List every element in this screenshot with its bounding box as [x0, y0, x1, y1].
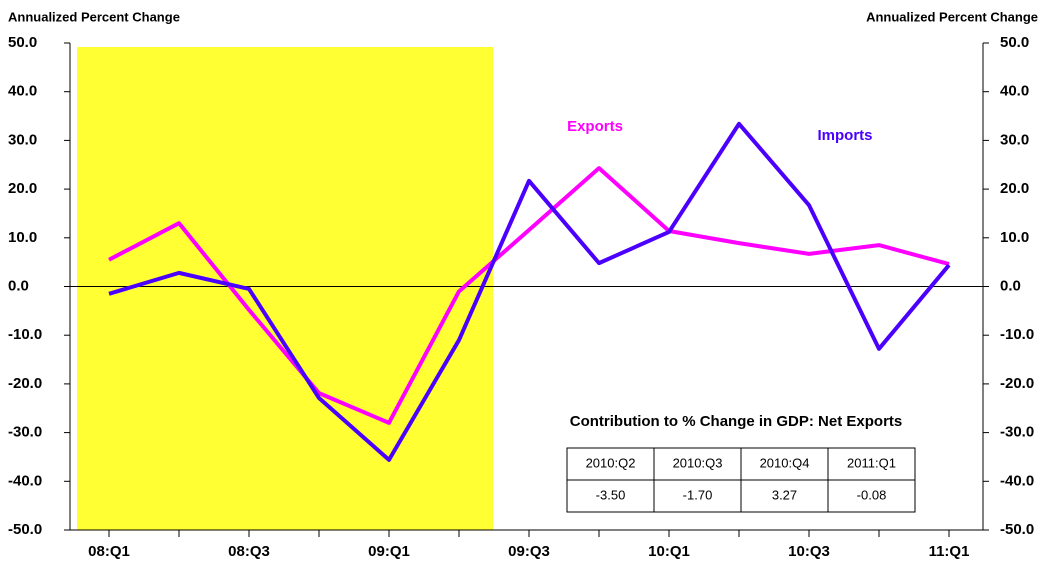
y2-tick-label: 40.0	[1000, 83, 1029, 100]
x-tick-label: 09:Q1	[368, 543, 410, 560]
y-tick-label: 10.0	[8, 229, 37, 246]
y-tick-label: 20.0	[8, 180, 37, 197]
table-cell: -1.70	[683, 487, 713, 502]
y-tick-label: 30.0	[8, 131, 37, 148]
table-title: Contribution to % Change in GDP: Net Exp…	[570, 413, 903, 430]
x-tick-label: 10:Q3	[788, 543, 830, 560]
y2-axis-label: Annualized Percent Change	[866, 9, 1038, 24]
table-header: 2010:Q4	[760, 455, 810, 470]
x-tick-label: 11:Q1	[929, 543, 970, 560]
y-tick-label: 0.0	[8, 277, 29, 294]
table-header: 2010:Q2	[586, 455, 636, 470]
y2-tick-label: -50.0	[1000, 521, 1034, 538]
y-tick-label: -50.0	[8, 521, 42, 538]
series-label: Exports	[567, 118, 623, 135]
table-cell: 3.27	[772, 487, 797, 502]
y2-tick-label: -10.0	[1000, 326, 1034, 343]
y-tick-label: 40.0	[8, 83, 37, 100]
y2-tick-label: 30.0	[1000, 131, 1029, 148]
table-header: 2011:Q1	[847, 455, 896, 470]
recession-shade	[77, 47, 493, 530]
series-line	[108, 166, 950, 425]
y2-tick-label: 50.0	[1000, 34, 1029, 51]
y2-tick-label: -30.0	[1000, 424, 1034, 441]
x-tick-label: 09:Q3	[508, 543, 550, 560]
y-tick-label: 50.0	[8, 34, 37, 51]
y-tick-label: -20.0	[8, 375, 42, 392]
series-label: Imports	[817, 127, 872, 144]
y2-tick-label: -20.0	[1000, 375, 1034, 392]
y-tick-label: -30.0	[8, 424, 42, 441]
x-tick-label: 08:Q1	[88, 543, 130, 560]
y2-tick-label: -40.0	[1000, 472, 1034, 489]
y-tick-label: -40.0	[8, 472, 42, 489]
y2-tick-label: 0.0	[1000, 277, 1021, 294]
table-cell: -3.50	[596, 487, 626, 502]
table-cell: -0.08	[857, 487, 887, 502]
table-header: 2010:Q3	[673, 455, 723, 470]
y2-tick-label: 20.0	[1000, 180, 1029, 197]
x-tick-label: 08:Q3	[228, 543, 270, 560]
y2-tick-label: 10.0	[1000, 229, 1029, 246]
y-tick-label: -10.0	[8, 326, 42, 343]
y-axis-label: Annualized Percent Change	[8, 9, 180, 24]
x-tick-label: 10:Q1	[648, 543, 690, 560]
series-line	[108, 121, 951, 462]
